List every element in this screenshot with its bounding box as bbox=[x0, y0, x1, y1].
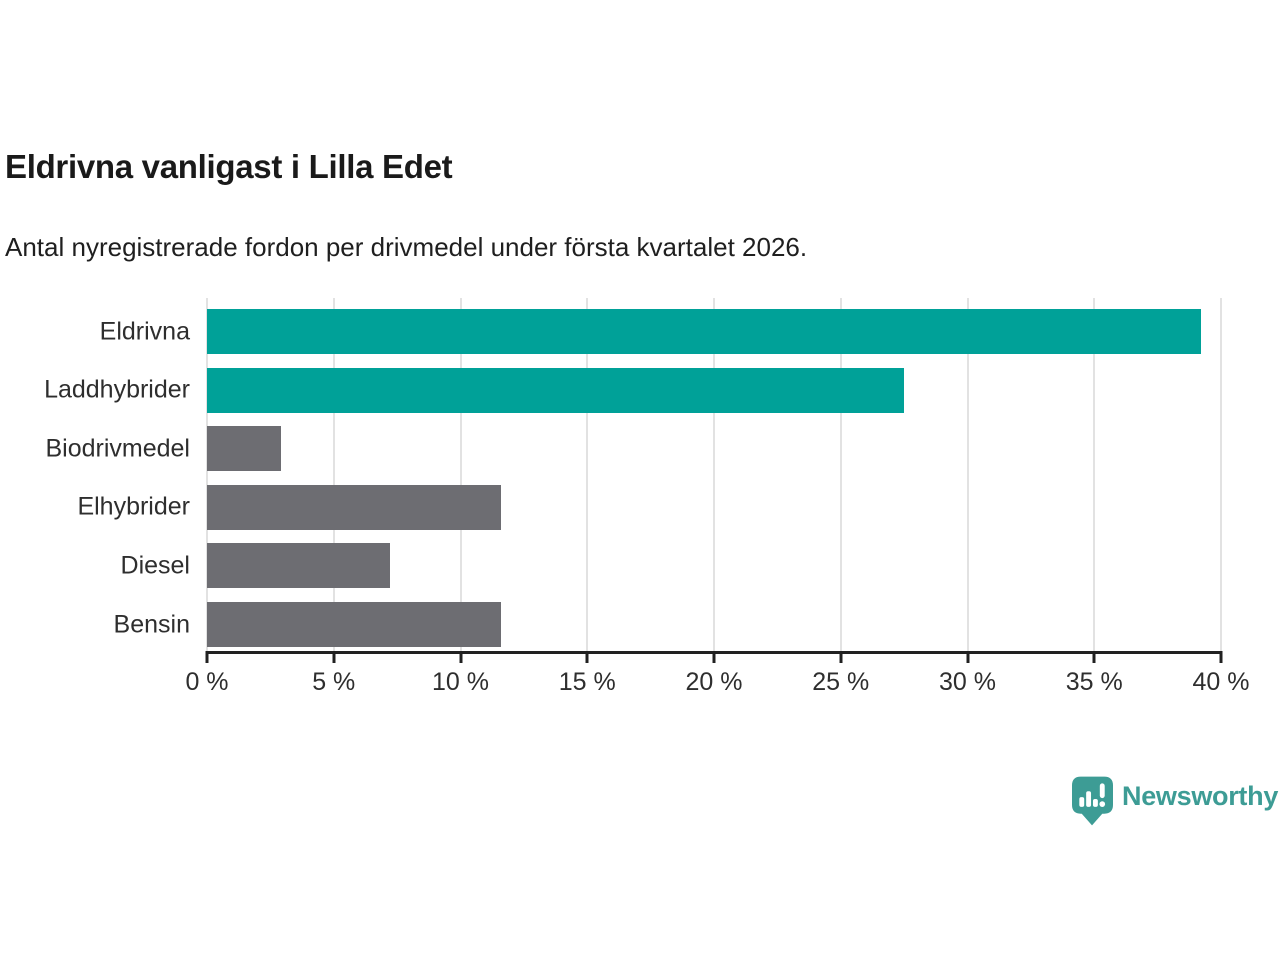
bar-eldrivna bbox=[207, 309, 1201, 354]
plot-area: 0 % 5 % 10 % 15 % 20 % 25 % 30 % 35 % 40 % Eldriv… bbox=[44, 298, 1249, 696]
axis-tick-label-0: 0 % bbox=[185, 668, 229, 696]
bar-elhybrider bbox=[207, 484, 502, 530]
axis-tick-10 bbox=[459, 651, 462, 663]
newsworthy-logo-icon bbox=[1072, 776, 1113, 826]
gridline-15 bbox=[586, 298, 589, 651]
axis-tick-5 bbox=[332, 651, 336, 663]
chart-title: Eldrivna vanligast i Lilla Edet bbox=[5, 148, 453, 185]
axis-tick-40 bbox=[1219, 651, 1223, 663]
category-label-diesel: Diesel bbox=[120, 551, 190, 580]
axis-tick-35 bbox=[1092, 651, 1096, 663]
bar-diesel bbox=[207, 543, 390, 589]
axis-tick-label-15: 15 % bbox=[558, 668, 616, 696]
axis-tick-20 bbox=[712, 651, 716, 663]
gridline-5 bbox=[332, 298, 335, 651]
category-label-laddhybrider: Laddhybrider bbox=[44, 375, 190, 404]
category-label-elhybrider: Elhybrider bbox=[77, 492, 190, 521]
axis-tick-label-20: 20 % bbox=[685, 668, 743, 696]
gridline-25 bbox=[839, 298, 842, 651]
axis-tick-0 bbox=[205, 651, 209, 663]
newsworthy-logo: Newsworthy bbox=[1072, 776, 1278, 826]
axis-tick-15 bbox=[585, 651, 589, 663]
axis-tick-30 bbox=[966, 651, 969, 663]
axis-tick-label-5: 5 % bbox=[312, 668, 356, 696]
chart-subtitle: Antal nyregistrerade fordon per drivmede… bbox=[5, 232, 808, 262]
gridline-20 bbox=[713, 298, 715, 651]
axis-tick-label-30: 30 % bbox=[939, 668, 996, 696]
axis-tick-25 bbox=[839, 651, 843, 663]
category-label-biodrivmedel: Biodrivmedel bbox=[45, 434, 190, 463]
bar-biodrivmedel bbox=[207, 426, 281, 472]
axis-tick-label-10: 10 % bbox=[432, 668, 489, 696]
category-label-bensin: Bensin bbox=[113, 610, 190, 638]
gridline-10 bbox=[459, 298, 462, 651]
category-label-eldrivna: Eldrivna bbox=[99, 317, 190, 345]
axis-tick-label-40: 40 % bbox=[1192, 668, 1250, 696]
gridline-0 bbox=[206, 298, 208, 651]
newsworthy-logo-text: Newsworthy bbox=[1122, 781, 1279, 811]
bar-laddhybrider bbox=[207, 367, 905, 413]
gridline-30 bbox=[966, 298, 969, 651]
axis-tick-label-35: 35 % bbox=[1065, 668, 1123, 696]
axis-tick-label-25: 25 % bbox=[812, 668, 870, 696]
bar-bensin bbox=[207, 602, 502, 647]
gridline-40 bbox=[1220, 298, 1222, 651]
gridline-35 bbox=[1093, 298, 1096, 651]
